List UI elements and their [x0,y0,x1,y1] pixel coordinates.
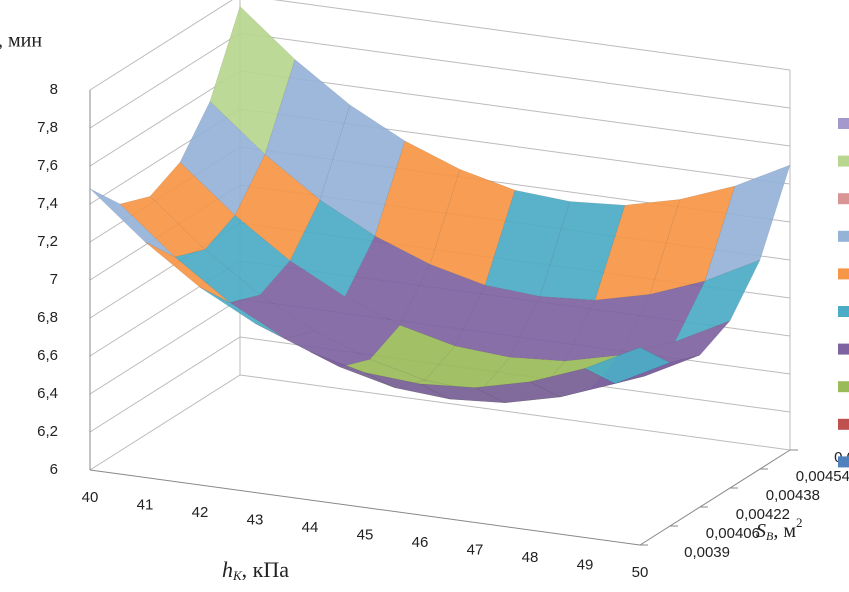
x-tick-label: 40 [82,489,99,506]
x-tick-label: 50 [632,564,649,581]
x-label-symbol: h [222,557,233,582]
z-tick-label: 7,4 [37,195,58,212]
x-label-sub: K [232,568,243,583]
grid-line [89,0,791,91]
depth-tick-label: 0,00438 [766,487,820,504]
legend-swatch [838,193,849,205]
legend-swatch [838,118,849,129]
x-tick-label: 44 [302,519,319,536]
depth-tick-label: 0,00406 [706,525,760,542]
legend-swatch [838,306,849,317]
x-axis-label: hK, кПа [222,557,289,583]
x-tick-label: 45 [357,526,374,543]
z-tick-label: 8 [50,81,58,98]
x-tick-label: 43 [247,511,264,528]
x-tick-label: 42 [192,504,209,521]
z-tick-label: 6,2 [37,423,58,440]
grid-line [89,32,791,129]
x-label-unit: , кПа [242,557,290,582]
x-tick-label: 46 [412,534,429,551]
legend-swatch [838,230,849,242]
y-label-symbol: S [756,520,766,542]
z-tick-label: 7,2 [37,233,58,250]
z-tick-label: 6,4 [37,385,58,402]
legend-swatch [838,456,849,468]
z-axis-label: , мин [0,30,42,52]
x-tick-label: 49 [577,556,594,573]
depth-tick-label: 0,0039 [684,544,730,561]
legend-swatch [838,418,849,430]
depth-tick-label: 0,00454 [796,468,849,485]
legend-swatch [838,343,849,355]
z-tick-label: 6,6 [37,347,58,364]
y-label-unit: , м [773,520,796,542]
legend-swatch [838,268,849,280]
x-tick-label: 47 [467,541,484,558]
y-label-sup: 2 [796,515,803,530]
legend-swatch [838,155,849,167]
z-tick-label: 6 [50,461,58,478]
surface-cell [614,354,701,384]
z-tick-label: 6,8 [37,309,58,326]
y-label-sub: B [766,529,774,543]
x-tick-label: 48 [522,549,539,566]
x-tick-label: 41 [137,496,154,513]
y-axis-label: SB, м2 [756,515,803,543]
z-tick-label: 7 [50,271,58,288]
surface-cell [584,347,671,384]
z-tick-label: 7,8 [37,119,58,136]
legend-swatch [838,381,849,393]
z-tick-label: 7,6 [37,157,58,174]
depth-tick-label: 0,00422 [736,506,790,523]
floor-edge [89,449,791,546]
